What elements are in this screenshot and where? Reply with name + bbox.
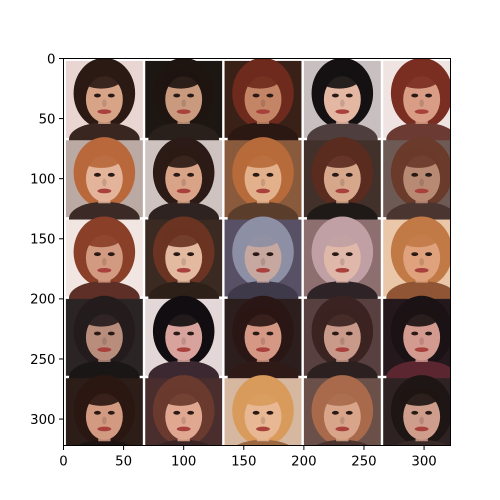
face-tile [224,216,302,315]
x-tick-label: 200 [291,455,316,470]
face-tile [145,375,223,446]
y-tick-label: 150 [30,233,55,248]
x-tick-label: 0 [59,455,67,470]
x-tick-label: 300 [411,455,436,470]
face-tile [65,58,143,157]
face-tile [383,58,451,157]
x-tick-label: 150 [231,455,256,470]
face-tile [65,216,143,315]
x-tick-label: 250 [351,455,376,470]
face-tile [65,295,143,395]
y-tick-label: 300 [30,413,55,428]
x-tick-label: 100 [171,455,196,470]
y-tick-label: 250 [30,353,55,368]
face-tile [145,295,223,395]
y-tick-label: 50 [39,112,56,127]
face-tile [383,375,451,446]
face-tile [145,58,223,157]
y-tick-label: 200 [30,293,55,308]
face-tile [65,375,143,446]
y-tick-label: 100 [30,172,55,187]
face-tile [224,295,302,395]
axes: 0 50 100 150 200 250 300 0 50 100 150 200 250 300 [30,52,451,470]
axes-frame [63,58,451,446]
image-grid [63,58,451,446]
x-tick-label: 50 [115,455,132,470]
y-tick-label: 0 [47,52,55,67]
face-tile [224,375,302,446]
face-tile [303,375,381,446]
